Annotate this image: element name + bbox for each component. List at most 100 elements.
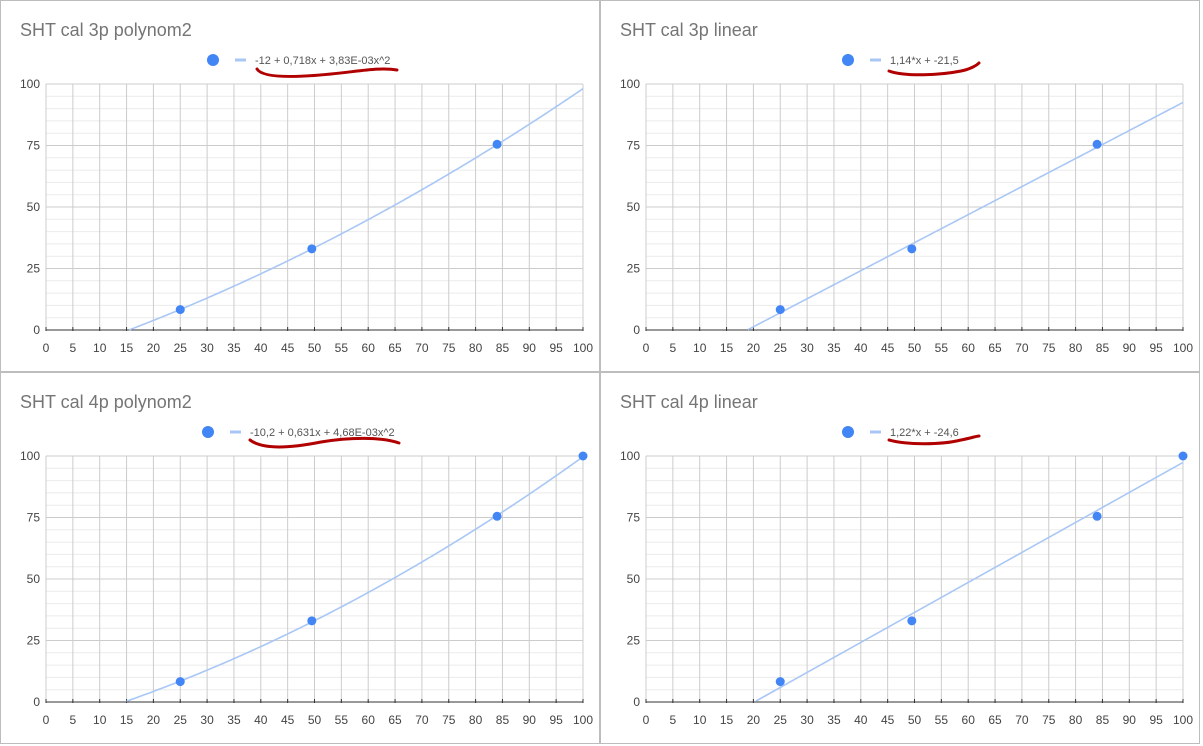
y-tick-label: 25 (27, 634, 41, 648)
x-tick-label: 45 (881, 713, 895, 727)
y-tick-label: 100 (620, 77, 640, 91)
x-tick-label: 50 (308, 341, 322, 355)
x-tick-label: 60 (962, 341, 976, 355)
x-tick-label: 30 (800, 341, 814, 355)
x-tick-label: 0 (43, 341, 50, 355)
x-tick-label: 50 (908, 341, 922, 355)
x-tick-label: 45 (281, 341, 295, 355)
y-tick-label: 100 (620, 449, 640, 463)
x-tick-label: 5 (670, 341, 677, 355)
x-tick-label: 95 (549, 341, 563, 355)
legend-label: 1,22*x + -24,6 (890, 427, 959, 439)
x-tick-label: 95 (1149, 341, 1163, 355)
x-tick-label: 55 (335, 713, 349, 727)
chart-title: SHT cal 4p linear (620, 392, 758, 412)
grid (645, 455, 1184, 703)
x-tick-label: 0 (643, 713, 650, 727)
y-tick-label: 25 (627, 634, 641, 648)
x-tick-label: 70 (1015, 341, 1029, 355)
chart-plot: 0 5 10 15 20 25 30 35 40 45 50 55 60 65 70 75 80 85 90 95 10… (20, 426, 593, 727)
y-tick-label: 50 (627, 200, 641, 214)
x-tick-label: 10 (93, 341, 107, 355)
x-tick-label: 85 (496, 341, 510, 355)
legend-label: -10,2 + 0,631x + 4,68E-03x^2 (250, 427, 395, 439)
legend-marker-dot (842, 426, 854, 438)
x-tick-label: 75 (442, 341, 456, 355)
x-tick-label: 55 (935, 341, 949, 355)
grid (45, 83, 584, 331)
grid (45, 455, 584, 703)
y-tick-label: 100 (20, 449, 40, 463)
trendline (747, 101, 1184, 331)
grid (645, 83, 1184, 331)
legend-marker-dot (842, 54, 854, 66)
chart-plot: 0 5 10 15 20 25 30 35 40 45 50 55 60 65 70 75 80 85 90 95 10… (20, 54, 593, 355)
x-tick-label: 55 (935, 713, 949, 727)
data-point (775, 305, 785, 315)
x-tick-label: 45 (881, 341, 895, 355)
annotation-group (887, 434, 981, 446)
x-tick-label: 15 (720, 341, 734, 355)
x-tick-label: 65 (388, 713, 402, 727)
y-tick-label: 50 (627, 572, 641, 586)
x-tick-label: 25 (174, 713, 188, 727)
x-tick-label: 40 (254, 341, 268, 355)
data-point (775, 677, 785, 687)
x-tick-label: 40 (854, 341, 868, 355)
x-tick-label: 90 (523, 713, 537, 727)
x-tick-label: 80 (469, 341, 483, 355)
data-point (578, 451, 588, 461)
x-tick-label: 75 (1042, 341, 1056, 355)
data-point (492, 139, 502, 149)
red-underline-annotation (887, 61, 981, 77)
y-tick-label: 50 (27, 200, 41, 214)
x-tick-label: 95 (549, 713, 563, 727)
x-tick-label: 50 (308, 713, 322, 727)
legend-marker-dot (202, 426, 214, 438)
x-tick-label: 15 (120, 713, 134, 727)
data-point (307, 244, 317, 254)
x-tick-label: 100 (573, 713, 593, 727)
x-tick-label: 0 (43, 713, 50, 727)
x-tick-label: 25 (174, 341, 188, 355)
x-tick-label: 65 (988, 341, 1002, 355)
x-tick-label: 10 (693, 713, 707, 727)
x-tick-label: 70 (415, 341, 429, 355)
x-tick-label: 70 (415, 713, 429, 727)
legend-label: -12 + 0,718x + 3,83E-03x^2 (255, 55, 390, 67)
x-tick-label: 80 (1069, 713, 1083, 727)
data-point (907, 616, 917, 626)
y-tick-label: 75 (27, 511, 41, 525)
x-tick-label: 10 (693, 341, 707, 355)
y-tick-label: 25 (27, 262, 41, 276)
data-point (1092, 139, 1102, 149)
x-tick-label: 60 (362, 713, 376, 727)
y-tick-label: 0 (633, 323, 640, 337)
x-tick-label: 20 (747, 341, 761, 355)
x-tick-label: 15 (720, 713, 734, 727)
chart-panel-1: SHT cal 3p polynom2 0 5 10 15 20 25 30 35 40 45 50… (0, 0, 600, 372)
x-tick-label: 100 (573, 341, 593, 355)
x-tick-label: 10 (93, 713, 107, 727)
x-tick-label: 65 (988, 713, 1002, 727)
x-tick-label: 30 (200, 341, 214, 355)
x-tick-label: 20 (747, 713, 761, 727)
x-tick-label: 0 (643, 341, 650, 355)
data-point (907, 244, 917, 254)
annotation-group (255, 67, 399, 78)
annotation-group (248, 436, 401, 449)
x-tick-label: 20 (147, 713, 161, 727)
red-underline-annotation (255, 67, 399, 78)
x-tick-label: 90 (1123, 713, 1137, 727)
x-tick-label: 45 (281, 713, 295, 727)
legend-marker-dot (207, 54, 219, 66)
data-point (1092, 511, 1102, 521)
x-tick-label: 75 (442, 713, 456, 727)
y-tick-label: 50 (27, 572, 41, 586)
x-tick-label: 25 (774, 341, 788, 355)
y-tick-label: 75 (627, 511, 641, 525)
legend-label: 1,14*x + -21,5 (890, 55, 959, 67)
data-point (175, 677, 185, 687)
red-underline-annotation (887, 434, 981, 446)
x-tick-label: 35 (827, 713, 841, 727)
